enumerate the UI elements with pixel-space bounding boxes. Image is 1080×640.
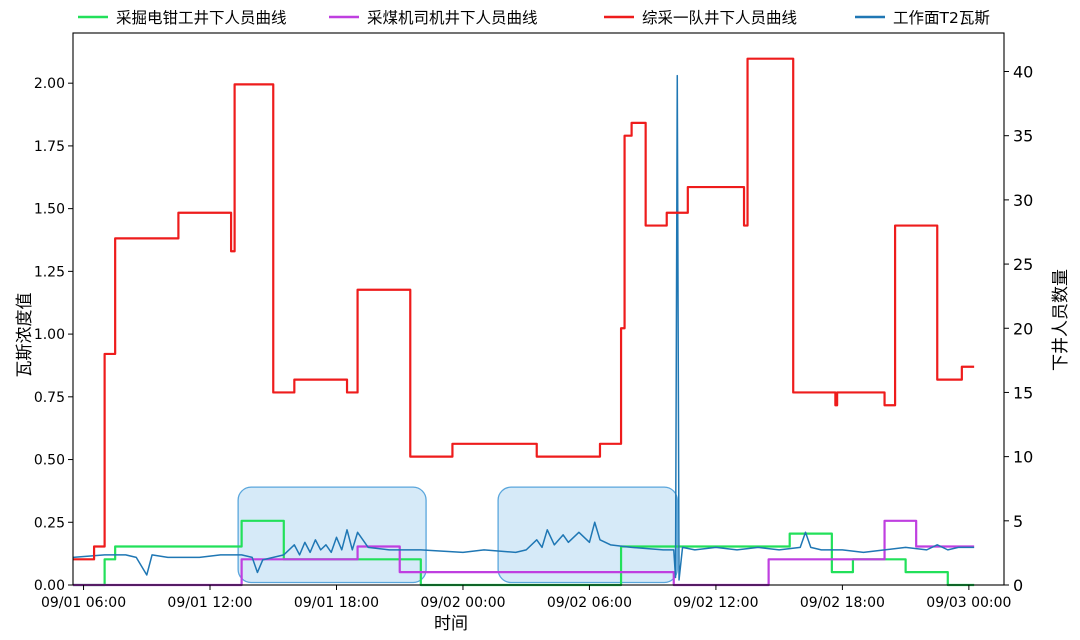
y-tick-label: 0.50 — [34, 453, 65, 469]
y2-tick-label: 25 — [1013, 255, 1033, 274]
x-tick-label: 09/02 18:00 — [800, 595, 885, 611]
y2-tick-label: 10 — [1013, 448, 1033, 467]
y2-tick-label: 0 — [1013, 576, 1023, 595]
legend-label: 综采一队井下人员曲线 — [642, 9, 797, 27]
legend-label: 采掘电钳工井下人员曲线 — [116, 9, 287, 27]
y2-axis-title: 下井人员数量 — [1051, 269, 1071, 371]
axes-layer: 0.00 0.25 0.50 0.75 1.00 1.25 1.50 1.75 2.00 0 5 10… — [34, 32, 1033, 611]
y-tick-label: 1.00 — [34, 327, 65, 343]
legend: 采掘电钳工井下人员曲线 采煤机司机井下人员曲线 综采一队井下人员曲线 工作面T2瓦斯 — [78, 9, 990, 27]
x-tick-label: 09/03 00:00 — [926, 595, 1011, 611]
highlight-region-2 — [497, 486, 678, 584]
y-tick-label: 1.75 — [34, 139, 65, 155]
y2-tick-label: 35 — [1013, 127, 1033, 146]
plot-frame — [72, 32, 1005, 586]
y-tick-label: 1.25 — [34, 264, 65, 280]
y-tick-label: 0.00 — [34, 578, 65, 594]
y-tick-label: 2.00 — [34, 76, 65, 92]
y-tick-label: 0.75 — [34, 390, 65, 406]
y2-tick-label: 30 — [1013, 191, 1033, 210]
y2-tick-label: 15 — [1013, 383, 1033, 402]
x-tick-label: 09/02 12:00 — [673, 595, 758, 611]
y-tick-label: 1.50 — [34, 202, 65, 218]
x-tick-label: 09/01 18:00 — [294, 595, 379, 611]
x-axis-title: 时间 — [434, 614, 468, 634]
legend-label: 工作面T2瓦斯 — [893, 9, 990, 27]
highlight-layer — [237, 486, 678, 584]
y2-tick-label: 20 — [1013, 319, 1033, 338]
series-line-4 — [72, 74, 975, 581]
legend-label: 采煤机司机井下人员曲线 — [367, 9, 538, 27]
series-line-2 — [73, 519, 975, 587]
x-tick-label: 09/02 00:00 — [420, 595, 505, 611]
x-tick-label: 09/01 06:00 — [41, 595, 126, 611]
y-tick-label: 0.25 — [34, 515, 65, 531]
y-axis-title: 瓦斯浓度值 — [15, 293, 35, 378]
series-line-1 — [73, 519, 975, 587]
series-layer — [72, 57, 975, 587]
series-line-3 — [73, 57, 975, 561]
y2-tick-label: 5 — [1013, 512, 1023, 531]
y2-tick-label: 40 — [1013, 63, 1033, 82]
x-tick-label: 09/02 06:00 — [547, 595, 632, 611]
x-tick-label: 09/01 12:00 — [167, 595, 252, 611]
highlight-region-1 — [237, 486, 427, 584]
